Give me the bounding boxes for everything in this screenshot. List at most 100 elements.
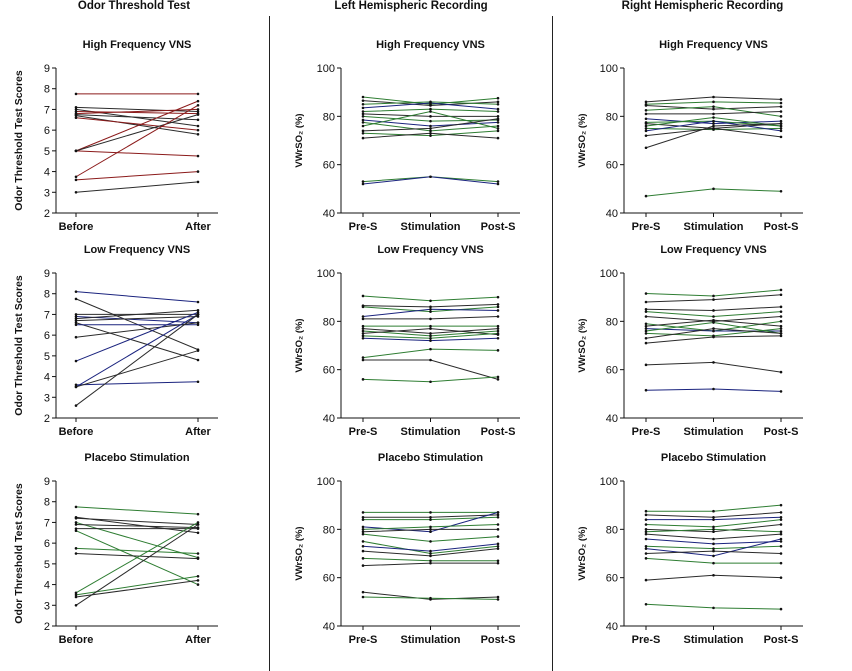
data-point — [644, 146, 648, 150]
data-point — [496, 102, 500, 106]
data-point — [496, 180, 500, 183]
y-tick-label: 3 — [44, 392, 50, 404]
data-point — [496, 136, 500, 140]
data-point — [196, 323, 200, 327]
data-point — [496, 598, 500, 601]
chart-left-placebo: Placebo Stimulation VWrSO₂ (%) 40 60 80 100 Pr… — [294, 452, 520, 646]
column-title-odor: Odor Threshold Test — [77, 0, 191, 12]
data-point — [429, 124, 432, 128]
data-point — [712, 315, 715, 318]
data-point — [74, 521, 78, 524]
data-point — [361, 327, 365, 330]
data-point — [429, 525, 432, 529]
data-point — [361, 315, 365, 318]
x-tick-label: Before — [59, 426, 94, 438]
data-point — [429, 327, 432, 330]
data-point — [644, 602, 648, 606]
series-line — [75, 579, 199, 598]
y-tick-label: 9 — [44, 268, 50, 280]
y-tick-label: 100 — [317, 63, 335, 75]
data-point — [496, 544, 500, 548]
series-line — [75, 298, 199, 351]
data-point — [644, 292, 648, 295]
column-title-left: Left Hemispheric Recording — [334, 0, 488, 12]
data-point — [644, 544, 648, 548]
data-point — [779, 540, 783, 543]
data-point — [361, 518, 365, 521]
y-tick-label: 6 — [44, 538, 50, 550]
data-point — [361, 544, 365, 548]
y-tick-label: 4 — [44, 167, 50, 179]
data-point — [644, 332, 648, 335]
y-tick-label: 8 — [44, 289, 50, 301]
data-point — [779, 105, 783, 108]
data-point — [196, 128, 200, 132]
data-point — [361, 324, 365, 328]
data-point — [361, 528, 365, 531]
data-point — [644, 112, 648, 116]
y-axis-label: VWrSO₂ (%) — [577, 113, 588, 167]
data-point — [361, 358, 365, 362]
data-point — [779, 518, 783, 521]
series-line — [75, 111, 199, 115]
data-point — [779, 537, 783, 541]
data-point — [779, 135, 783, 139]
data-point — [644, 388, 648, 392]
series-line — [75, 314, 199, 406]
y-tick-label: 9 — [44, 476, 50, 488]
data-point — [196, 531, 200, 535]
data-point — [361, 549, 365, 553]
data-point — [779, 115, 783, 118]
data-point — [779, 329, 783, 333]
data-point — [361, 332, 365, 335]
x-tick-label: Before — [59, 221, 94, 233]
data-point — [196, 300, 200, 304]
data-point — [74, 319, 78, 322]
data-point — [429, 134, 432, 137]
y-tick-label: 2 — [44, 413, 50, 425]
data-point — [361, 564, 365, 567]
chart-left-low-frequency: Low Frequency VNS VWrSO₂ (%) 40 60 80 100 Pre-… — [294, 244, 520, 438]
series-line — [75, 181, 199, 193]
data-point — [644, 324, 648, 328]
data-point — [644, 523, 648, 526]
y-tick-label: 80 — [323, 111, 335, 123]
data-point — [361, 129, 365, 133]
data-point — [361, 110, 365, 113]
data-point — [361, 540, 365, 543]
data-point — [712, 329, 715, 333]
x-tick-label: Pre-S — [349, 634, 378, 646]
data-point — [74, 404, 78, 407]
x-tick-label: Post-S — [764, 426, 799, 438]
data-point — [779, 334, 783, 338]
data-point — [644, 532, 648, 536]
data-point — [429, 530, 432, 534]
series-line — [75, 150, 199, 157]
data-point — [429, 518, 432, 521]
data-point — [712, 606, 715, 610]
data-point — [429, 559, 432, 563]
data-point — [429, 119, 432, 123]
data-point — [496, 511, 500, 514]
series-line — [363, 359, 499, 380]
data-point — [361, 95, 365, 99]
data-point — [644, 513, 648, 517]
y-tick-label: 40 — [606, 413, 618, 425]
data-point — [496, 305, 500, 309]
data-point — [779, 310, 783, 313]
data-point — [496, 595, 500, 599]
data-point — [496, 561, 500, 565]
data-point — [779, 293, 783, 297]
data-point — [644, 322, 648, 326]
y-tick-label: 40 — [323, 621, 335, 633]
data-point — [712, 361, 715, 364]
data-point — [74, 516, 78, 520]
data-point — [644, 341, 648, 345]
data-point — [74, 552, 78, 555]
data-point — [361, 356, 365, 359]
data-point — [361, 112, 365, 116]
series-line — [75, 114, 199, 152]
chart-title: Placebo Stimulation — [378, 452, 483, 464]
series-line — [75, 106, 199, 112]
chart-odor-placebo: Placebo Stimulation Odor Threshold Test S… — [13, 452, 218, 646]
